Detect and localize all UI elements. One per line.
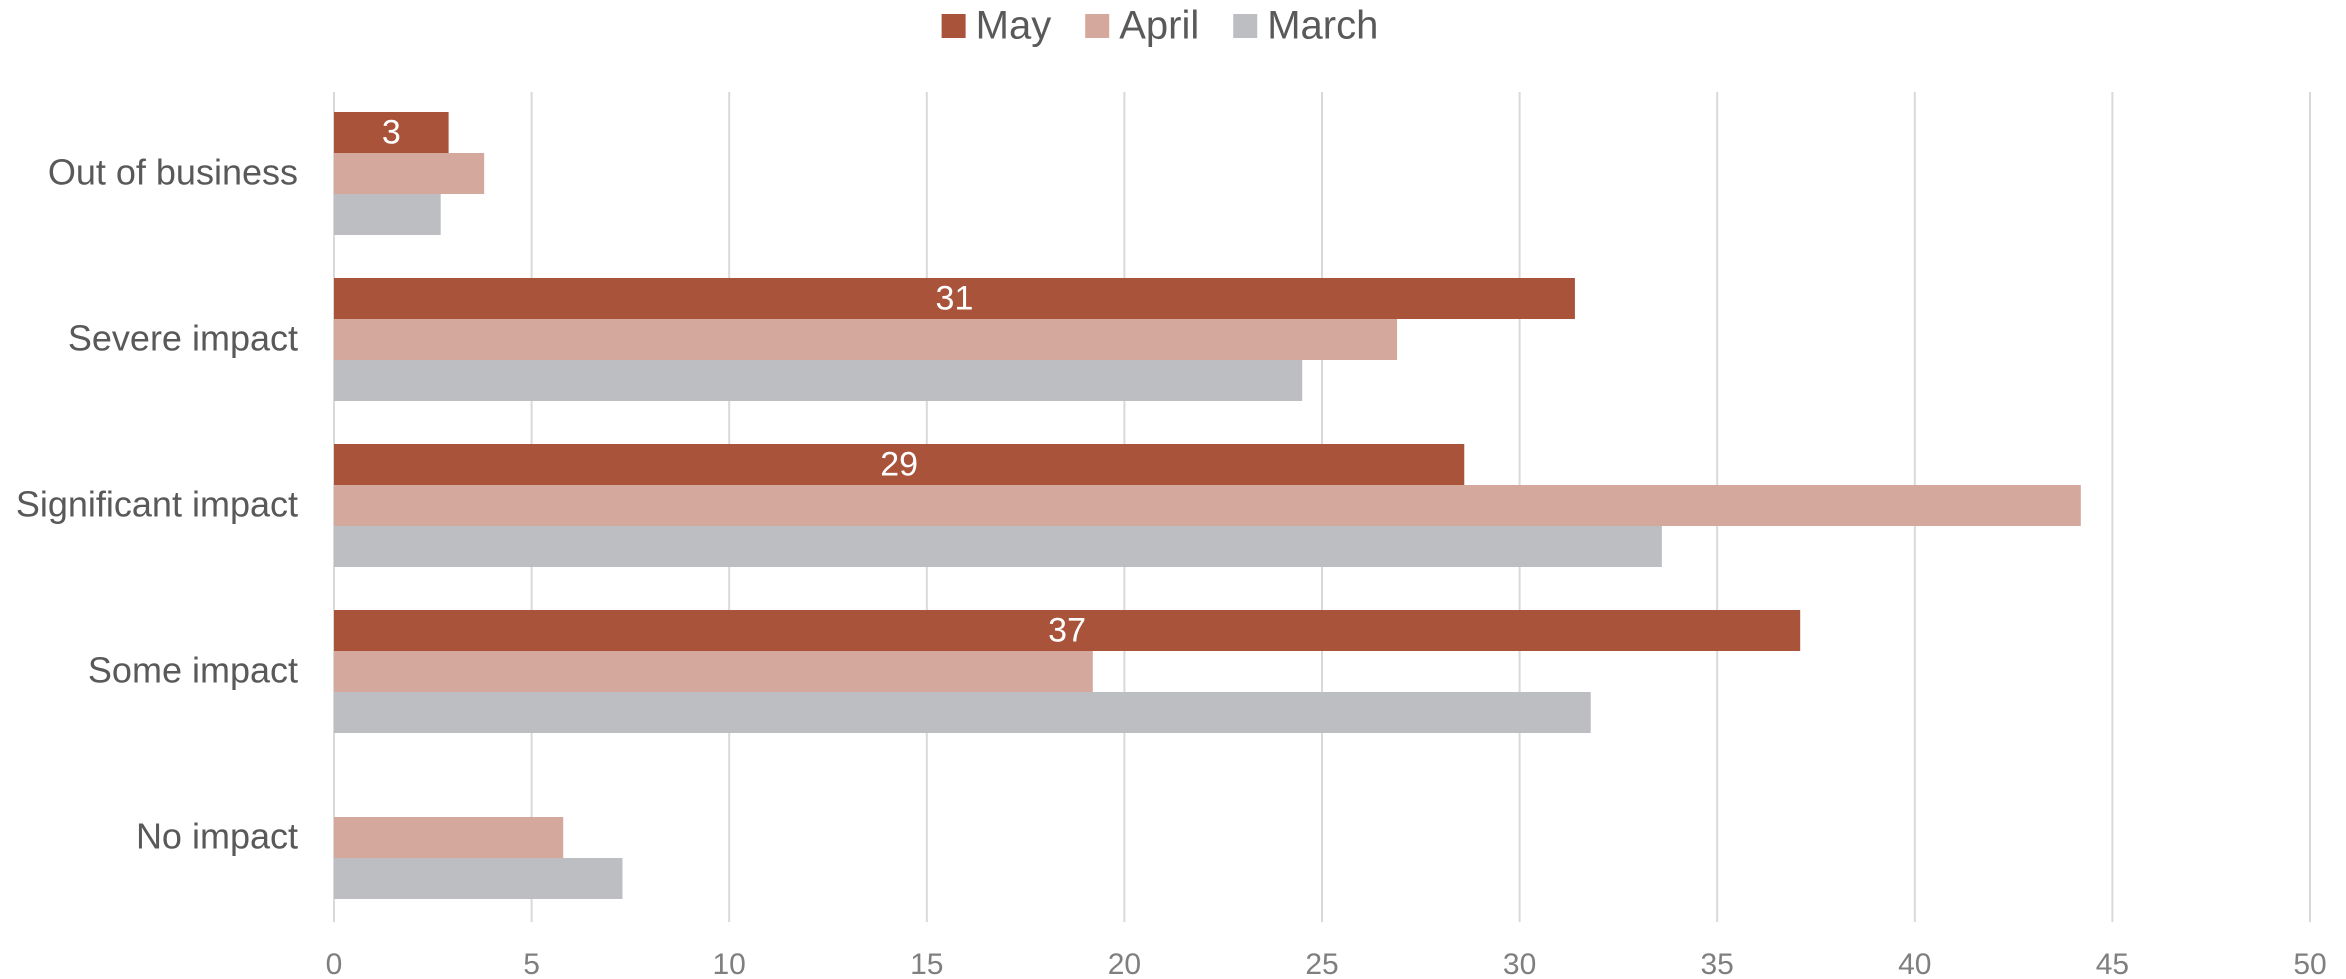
bar-march xyxy=(334,360,1303,401)
x-tick-label: 10 xyxy=(713,948,746,979)
bar-april xyxy=(334,651,1093,692)
bars xyxy=(334,112,2081,899)
bar-march xyxy=(334,692,1591,733)
legend-label-april: April xyxy=(1119,4,1199,48)
x-tick-labels: 0 5 10 15 20 25 30 35 40 45 50 xyxy=(326,948,2327,979)
bar-may xyxy=(334,610,1801,651)
x-tick-label: 20 xyxy=(1108,948,1141,979)
bar-march xyxy=(334,858,623,899)
data-label-may: 29 xyxy=(880,445,918,483)
x-tick-label: 5 xyxy=(523,948,540,979)
bar-may xyxy=(334,444,1465,485)
x-tick-label: 50 xyxy=(2293,948,2326,979)
x-tick-label: 45 xyxy=(2096,948,2129,979)
bar-may xyxy=(334,112,449,153)
category-label: Severe impact xyxy=(68,318,298,359)
x-tick-label: 0 xyxy=(326,948,343,979)
legend-swatch-march xyxy=(1233,14,1258,38)
bar-april xyxy=(334,153,485,194)
bar-may xyxy=(334,278,1575,319)
legend-swatch-april xyxy=(1085,14,1110,38)
category-label: Significant impact xyxy=(16,484,298,525)
legend-label-march: March xyxy=(1267,4,1378,48)
x-tick-label: 15 xyxy=(910,948,943,979)
data-label-may: 37 xyxy=(1048,611,1086,649)
x-tick-label: 30 xyxy=(1503,948,1536,979)
data-label-may: 3 xyxy=(382,113,401,151)
category-label: No impact xyxy=(136,816,298,857)
bar-april xyxy=(334,319,1398,360)
legend: May April March xyxy=(941,4,1378,48)
legend-label-may: May xyxy=(976,4,1052,48)
category-label: Out of business xyxy=(48,152,298,193)
data-label-may: 31 xyxy=(936,279,974,317)
bar-april xyxy=(334,817,564,858)
bar-march xyxy=(334,194,441,235)
x-tick-label: 25 xyxy=(1305,948,1338,979)
legend-swatch-may xyxy=(941,14,966,38)
data-labels: 3 31 29 37 xyxy=(382,113,1086,649)
x-tick-label: 35 xyxy=(1701,948,1734,979)
category-labels: Out of business Severe impact Significant … xyxy=(16,152,298,857)
bar-march xyxy=(334,526,1662,567)
x-tick-label: 40 xyxy=(1898,948,1931,979)
bar-april xyxy=(334,485,2081,526)
category-label: Some impact xyxy=(88,650,298,691)
